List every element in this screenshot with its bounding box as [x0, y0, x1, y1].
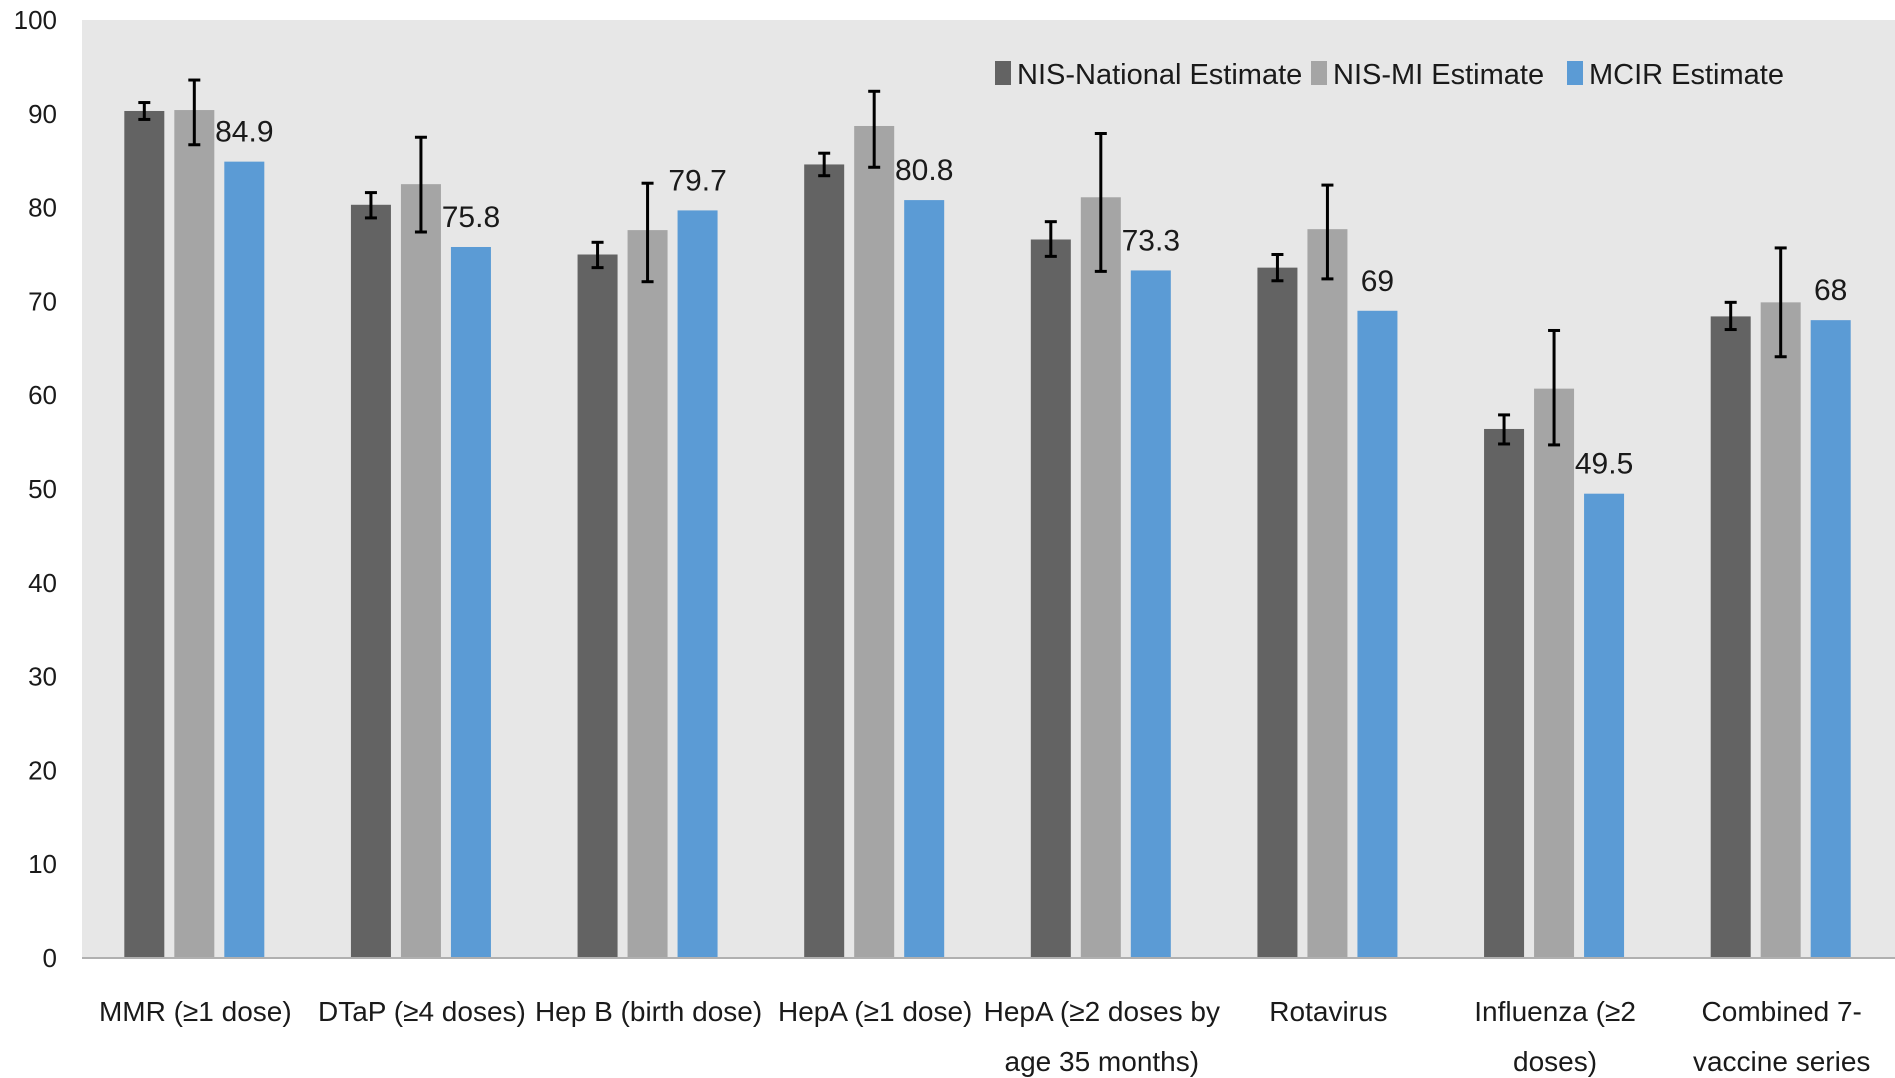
- legend-swatch: [995, 61, 1011, 85]
- category-label-line: age 35 months): [1005, 1046, 1200, 1077]
- data-label: 75.8: [442, 201, 500, 234]
- bar: [1080, 197, 1121, 959]
- y-tick-label: 0: [43, 943, 57, 973]
- category-label: DTaP (≥4 doses): [318, 996, 526, 1027]
- bar: [1030, 239, 1071, 958]
- category-label: HepA (≥1 dose): [778, 996, 972, 1027]
- y-tick-label: 100: [14, 5, 57, 35]
- y-tick-label: 50: [28, 474, 57, 504]
- category-label-line: Combined 7-: [1702, 996, 1862, 1027]
- bar: [804, 164, 845, 958]
- bar: [1484, 428, 1525, 958]
- legend-label: NIS-MI Estimate: [1333, 59, 1544, 91]
- data-label: 73.3: [1122, 224, 1180, 257]
- category-label-line: MMR (≥1 dose): [99, 996, 292, 1027]
- data-label: 84.9: [215, 116, 273, 149]
- y-tick-label: 20: [28, 755, 57, 785]
- bar: [904, 200, 945, 958]
- y-tick-label: 70: [28, 286, 57, 316]
- bar: [1534, 388, 1575, 958]
- bar: [1307, 229, 1348, 958]
- bar: [1357, 310, 1398, 958]
- y-tick-label: 90: [28, 99, 57, 129]
- category-label-line: Rotavirus: [1269, 996, 1387, 1027]
- category-label: Influenza (≥2 doses): [1474, 996, 1636, 1077]
- bar: [450, 246, 491, 959]
- data-label: 69: [1361, 265, 1394, 298]
- y-tick-label: 60: [28, 380, 57, 410]
- category-label-line: Influenza (≥2: [1474, 996, 1636, 1027]
- bar: [677, 210, 718, 958]
- data-label: 80.8: [895, 154, 953, 187]
- category-label-line: DTaP (≥4 doses): [318, 996, 526, 1027]
- category-label: Combined 7- vaccine series: [1693, 996, 1870, 1077]
- y-tick-label: 30: [28, 662, 57, 692]
- legend-swatch: [1311, 61, 1327, 85]
- data-label: 79.7: [668, 164, 726, 197]
- data-label: 68: [1814, 274, 1847, 307]
- bar: [350, 204, 391, 958]
- bar: [400, 184, 441, 958]
- bar: [1584, 493, 1625, 958]
- y-tick-label: 40: [28, 568, 57, 598]
- category-label: HepA (≥2 doses by age 35 months): [984, 996, 1220, 1077]
- bar: [1810, 320, 1851, 958]
- y-tick-label: 80: [28, 193, 57, 223]
- y-tick-label: 10: [28, 849, 57, 879]
- legend-label: NIS-National Estimate: [1017, 59, 1302, 91]
- category-label-line: vaccine series: [1693, 1046, 1870, 1077]
- bar: [577, 254, 618, 958]
- bar: [124, 110, 165, 958]
- data-label: 49.5: [1575, 448, 1633, 481]
- bar: [1130, 270, 1171, 958]
- category-label-line: doses): [1513, 1046, 1597, 1077]
- bar: [224, 161, 265, 958]
- bar: [627, 230, 668, 958]
- bar: [1710, 316, 1751, 959]
- bar: [854, 125, 895, 958]
- category-label: MMR (≥1 dose): [99, 996, 292, 1027]
- bar: [174, 110, 215, 959]
- category-label-line: HepA (≥1 dose): [778, 996, 972, 1027]
- category-label-line: Hep B (birth dose): [535, 996, 762, 1027]
- bar: [1760, 302, 1801, 958]
- legend-label: MCIR Estimate: [1589, 59, 1784, 91]
- category-label-line: HepA (≥2 doses by: [984, 996, 1220, 1027]
- category-label: Rotavirus: [1269, 996, 1387, 1027]
- category-label: Hep B (birth dose): [535, 996, 762, 1027]
- bar: [1257, 267, 1298, 959]
- legend-swatch: [1567, 61, 1583, 85]
